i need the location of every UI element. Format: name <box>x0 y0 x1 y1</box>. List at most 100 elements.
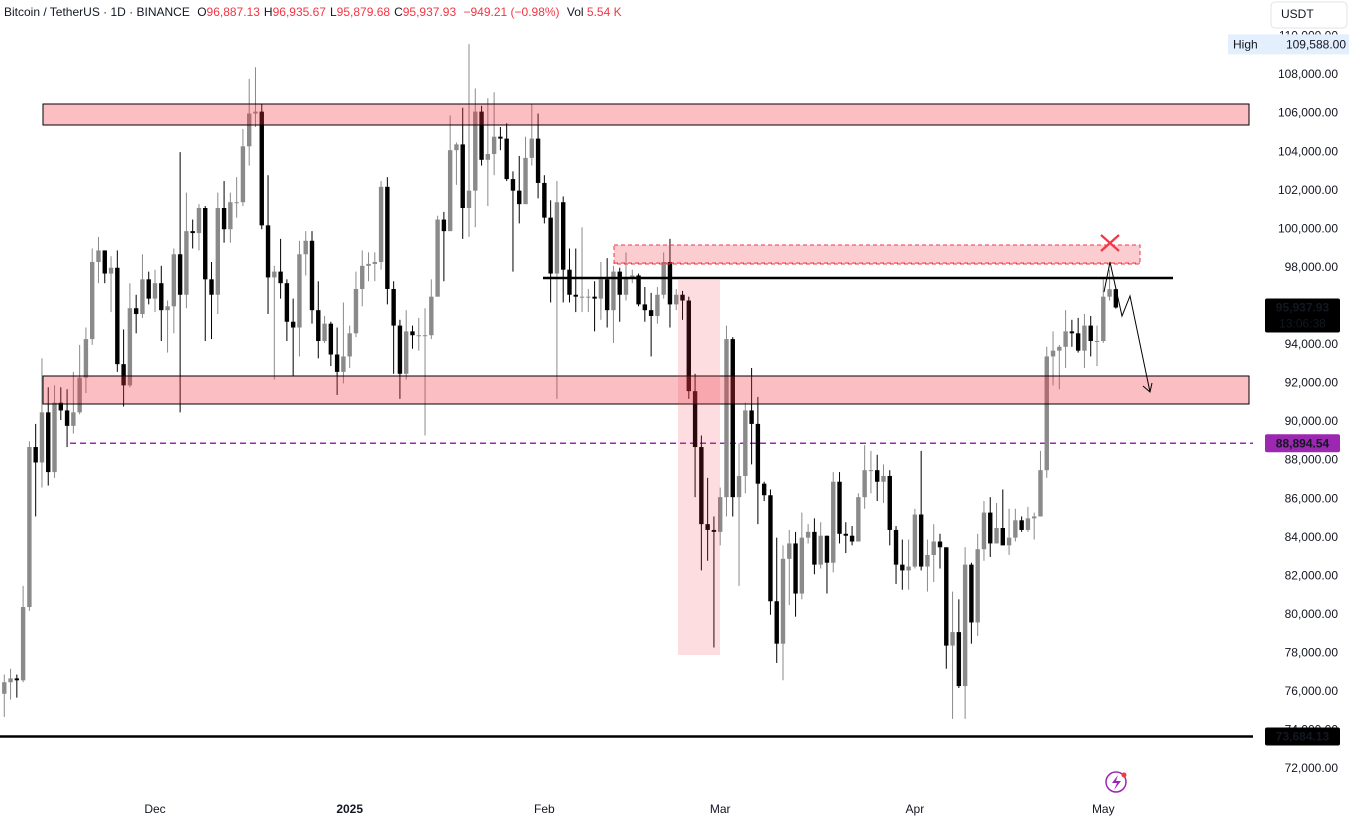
candle-body <box>812 531 817 565</box>
candle-body <box>290 321 296 328</box>
ohlc-key: L <box>330 5 337 19</box>
candle-body <box>391 288 396 326</box>
candle-body <box>529 138 534 158</box>
candle-body <box>1101 296 1106 342</box>
x-tick-label: 2025 <box>336 802 363 816</box>
candle-body <box>680 294 685 301</box>
candle-body <box>768 495 773 602</box>
candle-body <box>366 263 371 266</box>
candle-body <box>1063 331 1068 347</box>
candle-body <box>1032 516 1037 519</box>
candle-body <box>491 136 497 155</box>
candle-body <box>341 356 346 372</box>
time-axis: Dec 2025 Feb Mar Apr May <box>144 802 1114 816</box>
candle-body <box>460 144 465 209</box>
candle-body <box>517 190 522 205</box>
ohlc-key: H <box>264 5 273 19</box>
candle-body <box>937 541 943 548</box>
candle-body <box>1069 331 1075 334</box>
countdown: 13:06:38 <box>1279 317 1326 331</box>
candle-body <box>83 339 89 378</box>
candle-body <box>1057 346 1062 351</box>
candle-body <box>699 447 704 525</box>
price-level-box <box>1265 727 1340 746</box>
candle-body <box>554 202 560 274</box>
price-level-label: 73,684.13 <box>1276 730 1330 744</box>
candle-body <box>1013 520 1018 538</box>
y-tick-label: 86,000.00 <box>1285 491 1339 505</box>
candle-body <box>265 225 271 278</box>
candle-body <box>617 271 622 295</box>
candle-body <box>447 150 453 232</box>
candle-body <box>234 202 239 204</box>
candle-body <box>479 111 484 160</box>
change: −949.21 (−0.98%) <box>463 5 559 19</box>
volume: 5.54 K <box>587 5 622 19</box>
candle-body <box>272 271 277 278</box>
candle-body <box>592 296 597 299</box>
candle-body <box>667 261 673 305</box>
candle-body <box>1075 333 1081 351</box>
currency-button[interactable] <box>1270 1 1348 29</box>
candle-body <box>975 549 980 623</box>
candle-body <box>1038 470 1043 517</box>
y-tick-label: 80,000.00 <box>1285 607 1339 621</box>
candle-body <box>931 541 936 555</box>
candle-body <box>1082 325 1087 351</box>
candle-body <box>347 333 352 357</box>
candle-body <box>353 288 359 334</box>
alert-icon[interactable] <box>1105 771 1127 793</box>
y-tick-label: 108,000.00 <box>1278 67 1338 81</box>
candle-body <box>630 275 635 278</box>
cross-marker <box>1100 234 1120 252</box>
candle-body <box>604 279 610 311</box>
candle-body <box>950 632 955 646</box>
price-levels <box>0 442 1253 738</box>
candle-body <box>485 154 491 160</box>
candle-body <box>52 402 57 473</box>
candle-body <box>774 601 779 644</box>
y-tick-label: 76,000.00 <box>1285 684 1339 698</box>
candle-body <box>416 335 421 337</box>
price-labels: 88,894.54 73,684.13 95,937.93 13:06:38 High 1… <box>1228 34 1349 746</box>
candle-body <box>548 217 553 274</box>
y-tick-label: 90,000.00 <box>1285 414 1339 428</box>
candle-body <box>994 528 999 544</box>
candle-body <box>724 339 729 498</box>
candle-body <box>843 533 848 536</box>
candle-body <box>422 335 428 337</box>
candle-body <box>454 144 459 151</box>
candle-body <box>648 310 654 316</box>
drawings <box>42 103 1250 793</box>
candle-body <box>184 231 189 295</box>
candle-body <box>611 271 616 311</box>
y-tick-label: 84,000.00 <box>1285 530 1339 544</box>
candle-body <box>127 308 133 386</box>
candle-body <box>247 113 252 147</box>
candle-body <box>435 219 440 297</box>
price-level-box <box>1265 434 1340 453</box>
candle-body <box>441 219 447 232</box>
candle-body <box>39 412 45 463</box>
y-tick-label: 100,000.00 <box>1278 221 1338 235</box>
ohlc-value: 95,879.68 <box>337 5 391 19</box>
candle-body <box>893 529 899 565</box>
candle-body <box>655 294 660 316</box>
candle-body <box>761 483 767 496</box>
candle-body <box>171 254 177 307</box>
candle-body <box>466 190 472 209</box>
last-price-label: 95,937.93 <box>1276 301 1330 315</box>
candle-body <box>824 535 830 563</box>
candle-body <box>567 269 572 295</box>
x-tick-label: Feb <box>534 802 555 816</box>
candle-body <box>159 283 164 311</box>
candle-body <box>378 186 384 262</box>
candle-body <box>221 208 227 230</box>
candle-body <box>108 267 114 274</box>
dashed-zone <box>613 244 1141 265</box>
currency[interactable]: USDT <box>1281 7 1314 21</box>
candle-body <box>586 296 591 298</box>
candle-body <box>711 529 717 532</box>
candle-body <box>27 447 32 608</box>
